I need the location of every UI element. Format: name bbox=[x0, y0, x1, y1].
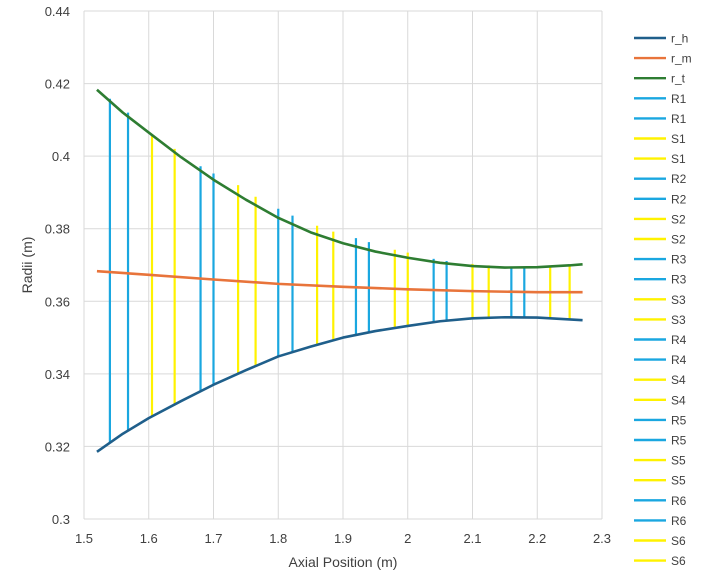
x-tick-label: 2.2 bbox=[528, 531, 546, 546]
legend-label: S3 bbox=[671, 293, 686, 307]
series-line-r-h bbox=[96, 315, 583, 453]
legend-label: R1 bbox=[671, 112, 687, 126]
y-axis-title: Radii (m) bbox=[19, 237, 35, 294]
plot-series bbox=[96, 88, 583, 453]
legend-label: r_m bbox=[671, 52, 692, 66]
legend-label: S2 bbox=[671, 212, 686, 226]
legend-label: R4 bbox=[671, 333, 687, 347]
legend-label: R1 bbox=[671, 92, 687, 106]
legend-label: r_t bbox=[671, 72, 686, 86]
legend-label: R3 bbox=[671, 273, 687, 287]
y-tick-label: 0.32 bbox=[45, 439, 70, 454]
legend-label: R4 bbox=[671, 353, 687, 367]
y-tick-label: 0.44 bbox=[45, 4, 70, 19]
legend-label: R5 bbox=[671, 434, 687, 448]
legend-label: S5 bbox=[671, 474, 686, 488]
x-tick-label: 1.7 bbox=[204, 531, 222, 546]
y-tick-label: 0.3 bbox=[52, 512, 70, 527]
x-tick-label: 2.1 bbox=[463, 531, 481, 546]
x-tick-label: 2.3 bbox=[593, 531, 611, 546]
y-tick-label: 0.34 bbox=[45, 367, 70, 382]
x-tick-label: 1.9 bbox=[334, 531, 352, 546]
legend-label: S3 bbox=[671, 313, 686, 327]
y-tick-label: 0.42 bbox=[45, 77, 70, 92]
legend-label: S6 bbox=[671, 554, 686, 568]
legend-label: R2 bbox=[671, 172, 687, 186]
legend-label: R6 bbox=[671, 494, 687, 508]
y-tick-label: 0.36 bbox=[45, 294, 70, 309]
legend-label: R6 bbox=[671, 514, 687, 528]
x-tick-label: 1.6 bbox=[140, 531, 158, 546]
x-tick-label: 2 bbox=[404, 531, 411, 546]
series-line-r-m bbox=[96, 269, 583, 294]
y-tick-label: 0.38 bbox=[45, 222, 70, 237]
legend-label: S6 bbox=[671, 534, 686, 548]
legend-label: R3 bbox=[671, 253, 687, 267]
legend-label: R5 bbox=[671, 413, 687, 427]
legend-label: S4 bbox=[671, 373, 686, 387]
legend-label: R2 bbox=[671, 192, 687, 206]
series-line-r-t bbox=[96, 88, 583, 269]
x-axis-title: Axial Position (m) bbox=[289, 554, 398, 570]
x-tick-label: 1.8 bbox=[269, 531, 287, 546]
legend-label: S1 bbox=[671, 132, 686, 146]
y-tick-label: 0.4 bbox=[52, 149, 70, 164]
legend-label: S1 bbox=[671, 152, 686, 166]
legend-label: S5 bbox=[671, 454, 686, 468]
axis-tick-labels: 1.5 1.6 1.7 1.8 1.9 2 2.1 2.2 2.3 0.3 0.32 0.34 0.36… bbox=[45, 4, 611, 546]
legend-label: S2 bbox=[671, 233, 686, 247]
legend-label: S4 bbox=[671, 393, 686, 407]
legend-label: r_h bbox=[671, 32, 688, 46]
legend: r_h r_m r_t R1 R1 S1 S1 R2 R2 S2 S2 R3 R3 S3 S3 R4 R4 S4 S… bbox=[634, 32, 692, 568]
x-tick-label: 1.5 bbox=[75, 531, 93, 546]
